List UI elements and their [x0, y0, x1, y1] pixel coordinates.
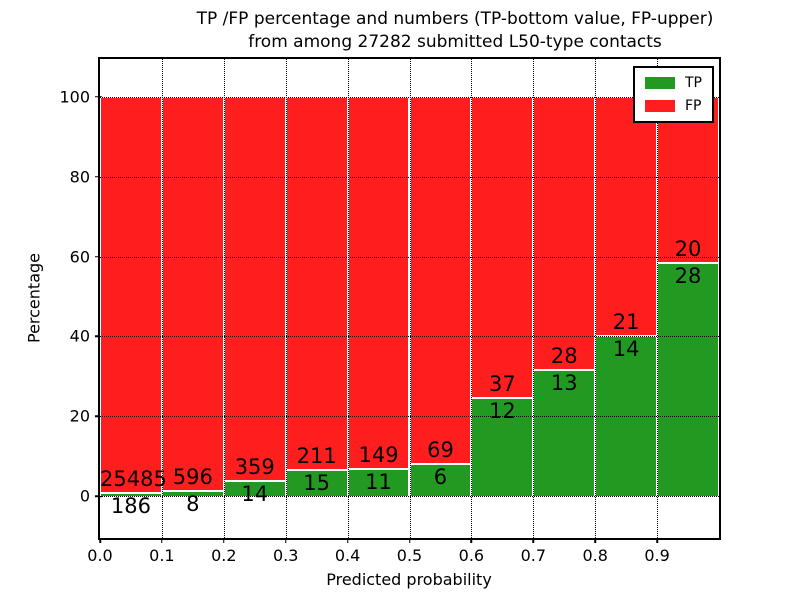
x-tick-mark: [346, 538, 349, 543]
x-tick-label: 0.7: [520, 546, 547, 565]
tp-count-label: 12: [488, 399, 516, 424]
fp-count-label: 359: [234, 455, 275, 480]
y-axis-label: Percentage: [24, 252, 44, 344]
y-tick-label: 0: [79, 486, 90, 506]
legend-label: FP: [685, 98, 702, 114]
chart-title: TP /FP percentage and numbers (TP-bottom…: [197, 8, 714, 54]
x-tick-label: 0.4: [334, 546, 361, 565]
legend-entry: TP: [645, 76, 702, 90]
y-tick-mark: [95, 335, 102, 338]
x-gridline: [223, 59, 225, 538]
y-gridline: [100, 256, 719, 258]
y-gridline: [100, 416, 719, 418]
legend-entry: FP: [645, 99, 702, 113]
y-gridline: [100, 176, 719, 178]
tp-count-label: 8: [186, 491, 200, 516]
tp-count-label: 186: [110, 494, 151, 519]
y-tick-mark: [95, 96, 102, 98]
tp-count-label: 6: [433, 465, 448, 490]
bar-tp-segment: [657, 263, 719, 497]
x-tick-mark: [161, 538, 163, 543]
tp-count-label: 14: [241, 482, 269, 507]
x-tick-label: 0.8: [582, 546, 608, 565]
bar-tp-segment: [100, 493, 162, 497]
x-tick-label: 0.9: [644, 546, 670, 565]
y-gridline: [100, 96, 719, 98]
x-gridline: [161, 59, 163, 538]
bar-fp-segment: [100, 96, 162, 494]
legend: TP FP: [633, 66, 714, 123]
x-tick-mark: [223, 538, 225, 543]
fp-count-label: 37: [488, 372, 516, 397]
plot-area: TP FP 25485 186 0.0 596 8 0.1 359 14 0.2 211 15 0.3 1…: [59, 57, 721, 565]
x-gridline: [595, 59, 597, 538]
x-tick-mark: [594, 538, 596, 543]
fp-count-label: 149: [358, 442, 399, 467]
x-tick-mark: [99, 538, 101, 543]
bar-fp-segment: [223, 96, 286, 482]
chart-title-line1: TP /FP percentage and numbers (TP-bottom…: [196, 9, 714, 29]
y-tick-label: 80: [69, 167, 90, 187]
y-tick-mark: [95, 255, 102, 258]
x-tick-mark: [656, 538, 658, 543]
x-tick-label: 0.1: [149, 546, 175, 565]
fp-count-label: 211: [296, 443, 337, 468]
y-tick-mark: [95, 176, 102, 178]
bar-fp-segment: [285, 96, 348, 470]
fp-count-label: 21: [612, 310, 640, 335]
fp-count-label: 596: [172, 464, 213, 489]
y-gridline: [100, 496, 719, 498]
x-tick-label: 0.0: [87, 546, 113, 565]
fp-count-label: 20: [674, 237, 702, 262]
chart-title-line2: from among 27282 submitted L50-type cont…: [248, 31, 662, 52]
x-gridline: [657, 59, 659, 538]
x-tick-label: 0.6: [458, 546, 485, 565]
y-tick-label: 40: [69, 326, 90, 346]
x-gridline: [533, 59, 535, 538]
bar-fp-segment: [161, 96, 224, 491]
y-gridline: [100, 336, 719, 338]
bar-tp-segment: [347, 468, 410, 497]
fp-count-label: 69: [427, 438, 454, 463]
legend-swatch-fp-icon: [645, 100, 675, 112]
bar-fp-segment: [471, 96, 534, 399]
legend-swatch-tp-icon: [645, 77, 675, 89]
bar-fp-segment: [409, 96, 472, 465]
bar-tp-segment: [471, 398, 534, 497]
tp-count-label: 14: [612, 337, 640, 362]
y-tick-label: 100: [59, 87, 90, 107]
y-tick-label: 20: [69, 406, 90, 426]
bar-fp-segment: [347, 96, 410, 469]
x-tick-label: 0.3: [272, 546, 299, 565]
x-tick-mark: [470, 538, 473, 543]
fp-count-label: 28: [550, 343, 578, 368]
x-axis-label: Predicted probability: [326, 570, 492, 589]
x-gridline: [285, 59, 287, 538]
tp-count-label: 15: [303, 470, 330, 495]
bar-fp-segment: [595, 96, 658, 337]
y-tick-mark: [95, 415, 102, 417]
x-gridline: [409, 59, 411, 538]
x-tick-label: 0.5: [396, 546, 423, 565]
x-tick-label: 0.2: [211, 546, 237, 565]
x-gridline: [471, 59, 473, 538]
bar-fp-segment: [533, 96, 596, 370]
fp-count-label: 25485: [100, 467, 167, 492]
x-tick-mark: [532, 538, 535, 543]
y-tick-label: 60: [69, 247, 90, 267]
tp-count-label: 11: [365, 469, 392, 494]
tp-count-label: 13: [550, 370, 578, 395]
x-tick-mark: [284, 538, 287, 543]
y-tick-mark: [95, 495, 102, 497]
x-tick-mark: [408, 538, 411, 543]
x-gridline: [347, 59, 349, 538]
tp-count-label: 28: [674, 264, 702, 289]
legend-label: TP: [685, 75, 702, 91]
